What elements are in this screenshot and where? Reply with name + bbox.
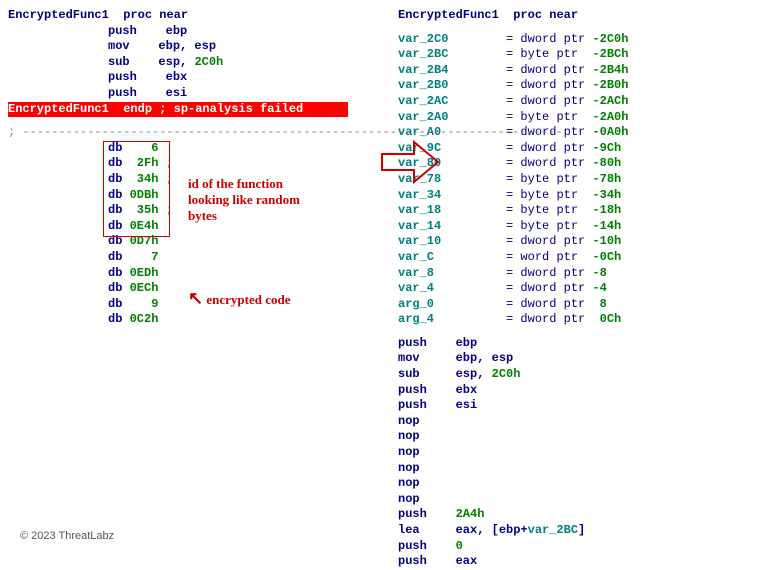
arrow-icon: [380, 140, 440, 188]
asm-line: push 2A4h: [398, 507, 751, 523]
asm-line: nop: [398, 429, 751, 445]
left-disasm: EncryptedFunc1 proc near push ebpmov ebp…: [8, 8, 348, 570]
var-decl: var_14 = byte ptr -14h: [398, 219, 751, 235]
db-line: db 0EDh: [108, 266, 348, 282]
db-line: db 2Fh ;: [108, 156, 348, 172]
proc-header-right: EncryptedFunc1 proc near: [398, 8, 751, 24]
var-decl: var_C = word ptr -0Ch: [398, 250, 751, 266]
asm-line: nop: [398, 492, 751, 508]
asm-line: push esi: [398, 398, 751, 414]
db-line: db 0D7h: [108, 234, 348, 250]
db-line: db 6: [108, 141, 348, 157]
asm-line: push ebx: [398, 383, 751, 399]
var-decl: var_4 = dword ptr -4: [398, 281, 751, 297]
db-line: db 0C2h: [108, 312, 348, 328]
var-decl: var_34 = byte ptr -34h: [398, 188, 751, 204]
var-decl: arg_4 = dword ptr 0Ch: [398, 312, 751, 328]
var-decl: var_2C0 = dword ptr -2C0h: [398, 32, 751, 48]
asm-line: nop: [398, 476, 751, 492]
var-decl: var_2BC = byte ptr -2BCh: [398, 47, 751, 63]
asm-line: push 0: [398, 539, 751, 555]
asm-line: push ebp: [8, 24, 348, 40]
endp-fail-line: EncryptedFunc1 endp ; sp-analysis failed: [8, 102, 348, 118]
asm-line: nop: [398, 414, 751, 430]
proc-header-left: EncryptedFunc1 proc near: [8, 8, 348, 24]
asm-line: push ebp: [398, 336, 751, 352]
asm-line: push ebx: [8, 70, 348, 86]
annotation-id: id of the function looking like random b…: [188, 176, 300, 224]
var-decl: var_2AC = dword ptr -2ACh: [398, 94, 751, 110]
asm-line: mov ebp, esp: [398, 351, 751, 367]
var-decl: var_2B0 = dword ptr -2B0h: [398, 78, 751, 94]
db-line: db 7: [108, 250, 348, 266]
right-disasm: EncryptedFunc1 proc near var_2C0 = dword…: [398, 8, 751, 570]
asm-line: mov ebp, esp: [8, 39, 348, 55]
asm-line: push eax: [398, 554, 751, 570]
var-decl: arg_0 = dword ptr 8: [398, 297, 751, 313]
asm-line: lea eax, [ebp+var_2BC]: [398, 523, 751, 539]
var-decl: var_9C = dword ptr -9Ch: [398, 141, 751, 157]
var-decl: var_8 = dword ptr -8: [398, 266, 751, 282]
var-decl: var_78 = byte ptr -78h: [398, 172, 751, 188]
annotation-encrypted: ↖ encrypted code: [188, 288, 290, 309]
asm-line: sub esp, 2C0h: [398, 367, 751, 383]
var-decl: var_10 = dword ptr -10h: [398, 234, 751, 250]
asm-line: push esi: [8, 86, 348, 102]
asm-line: nop: [398, 461, 751, 477]
var-decl: var_2B4 = dword ptr -2B4h: [398, 63, 751, 79]
copyright: © 2023 ThreatLabz: [20, 530, 114, 542]
var-decl: var_80 = dword ptr -80h: [398, 156, 751, 172]
asm-line: sub esp, 2C0h: [8, 55, 348, 71]
var-decl: var_2A0 = byte ptr -2A0h: [398, 110, 751, 126]
var-decl: var_18 = byte ptr -18h: [398, 203, 751, 219]
separator: ; --------------------------------------…: [8, 125, 348, 141]
asm-line: nop: [398, 445, 751, 461]
